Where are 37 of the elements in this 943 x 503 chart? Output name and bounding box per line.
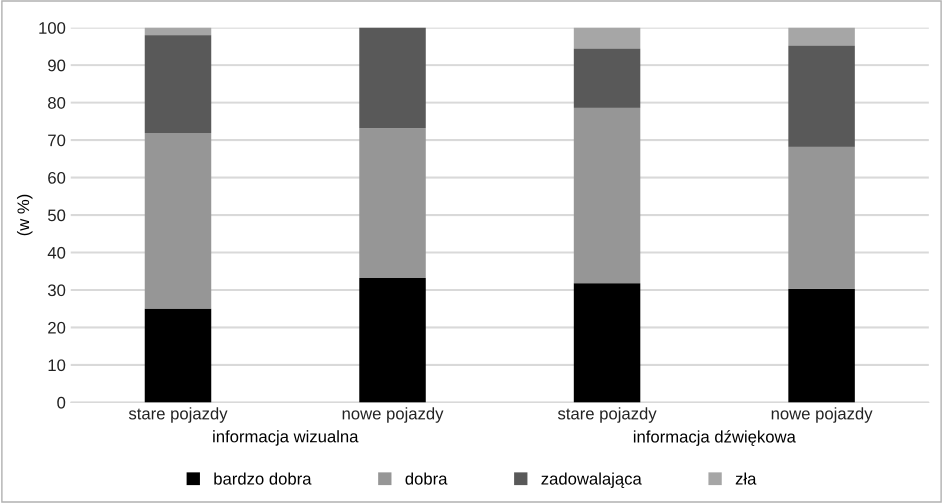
bar xyxy=(359,128,426,278)
y-tick-label: 70 xyxy=(48,134,66,146)
y-axis-title: (w %) xyxy=(16,194,32,236)
bar xyxy=(144,35,212,133)
legend-label: zła xyxy=(736,472,756,485)
y-tick-label: 40 xyxy=(48,246,66,259)
bar xyxy=(144,28,212,36)
bar xyxy=(788,28,855,46)
legend-label: zadowalająca xyxy=(541,472,642,488)
x-tick-label: nowe pojazdy xyxy=(342,407,444,423)
bar xyxy=(144,308,212,402)
y-tick-label: 20 xyxy=(48,322,66,334)
x-tick-label: nowe pojazdy xyxy=(772,407,873,423)
bar xyxy=(788,46,855,147)
y-tick-label: 10 xyxy=(48,359,66,372)
y-tick-label: 80 xyxy=(48,97,66,109)
x-tick-label: stare pojazdy xyxy=(558,407,657,423)
y-tick-label: 90 xyxy=(48,60,66,72)
y-tick-label: 0 xyxy=(57,396,66,409)
bar xyxy=(788,146,855,289)
bar xyxy=(359,278,426,402)
bar xyxy=(574,28,640,49)
bar xyxy=(574,283,640,402)
text: informacja wizualna xyxy=(213,430,358,446)
bar xyxy=(144,132,212,309)
bar xyxy=(574,108,640,284)
legend-label: dobra xyxy=(406,472,448,485)
y-tick-label: 30 xyxy=(48,284,66,296)
bar xyxy=(788,288,855,402)
y-tick-label: 60 xyxy=(48,172,66,184)
x-tick-label: stare pojazdy xyxy=(128,407,228,423)
text: informacja dźwiękowa xyxy=(634,430,796,446)
legend-label: bardzo dobra xyxy=(214,472,312,485)
bar xyxy=(574,48,640,108)
bar xyxy=(359,28,426,128)
y-tick-label: 100 xyxy=(39,22,66,34)
y-tick-label: 50 xyxy=(48,209,66,222)
